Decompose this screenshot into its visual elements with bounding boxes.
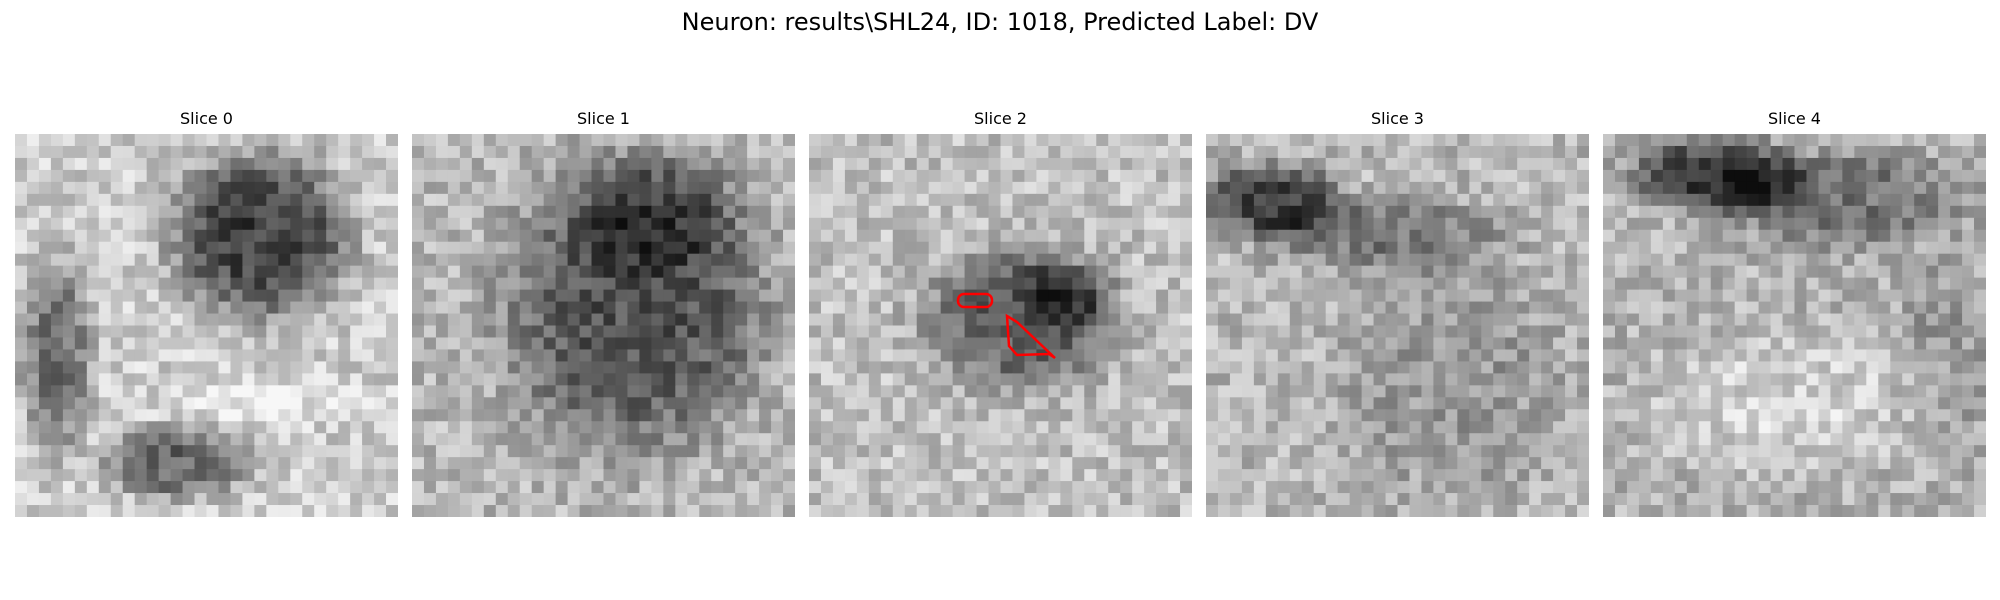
slice-title-1: Slice 1 bbox=[577, 109, 630, 128]
slice-image-2 bbox=[809, 134, 1192, 517]
slice-title-2: Slice 2 bbox=[974, 109, 1027, 128]
slice-panel-2: Slice 2 bbox=[809, 108, 1192, 517]
slice-image-4 bbox=[1603, 134, 1986, 517]
slice-title-3: Slice 3 bbox=[1371, 109, 1424, 128]
slice-image-1 bbox=[412, 134, 795, 517]
slice-title-4: Slice 4 bbox=[1768, 109, 1821, 128]
slice-title-0: Slice 0 bbox=[180, 109, 233, 128]
annotation-contour-small bbox=[956, 292, 994, 309]
slice-panel-3: Slice 3 bbox=[1206, 108, 1589, 517]
slice-panel-0: Slice 0 bbox=[15, 108, 398, 517]
figure-title: Neuron: results\SHL24, ID: 1018, Predict… bbox=[681, 8, 1319, 36]
slice-image-0 bbox=[15, 134, 398, 517]
slice-panel-1: Slice 1 bbox=[412, 108, 795, 517]
annotation-contour-triangle bbox=[1005, 313, 1056, 360]
slice-panel-4: Slice 4 bbox=[1603, 108, 1986, 517]
slice-image-3 bbox=[1206, 134, 1589, 517]
